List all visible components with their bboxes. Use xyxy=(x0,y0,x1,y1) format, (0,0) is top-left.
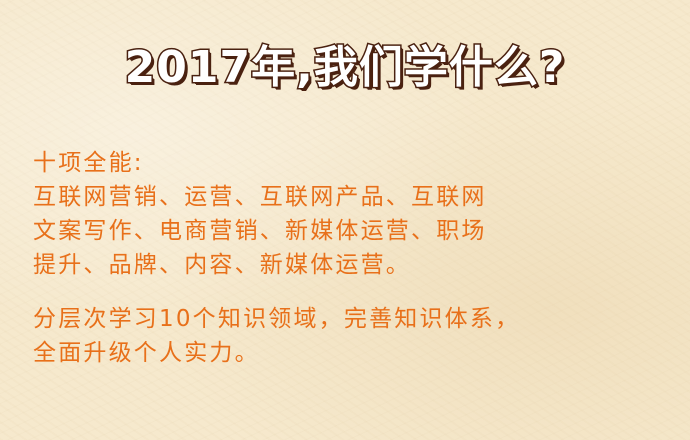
skills-line-3: 提升、品牌、内容、新媒体运营。 xyxy=(33,252,411,278)
learning-line-1: 分层次学习10个知识领域，完善知识体系， xyxy=(33,306,521,332)
skills-line-1: 互联网营销、运营、互联网产品、互联网 xyxy=(33,184,487,210)
skills-line-2: 文案写作、电商营销、新媒体运营、职场 xyxy=(33,218,487,244)
learning-paragraph: 分层次学习10个知识领域，完善知识体系， 全面升级个人实力。 xyxy=(33,302,663,370)
skills-heading: 十项全能: xyxy=(33,150,144,176)
page-title: 2017年,我们学什么? xyxy=(123,41,566,95)
main-content: 十项全能: 互联网营销、运营、互联网产品、互联网 文案写作、电商营销、新媒体运营… xyxy=(33,146,663,370)
learning-line-2: 全面升级个人实力。 xyxy=(33,340,260,366)
skills-paragraph: 十项全能: 互联网营销、运营、互联网产品、互联网 文案写作、电商营销、新媒体运营… xyxy=(33,146,663,282)
